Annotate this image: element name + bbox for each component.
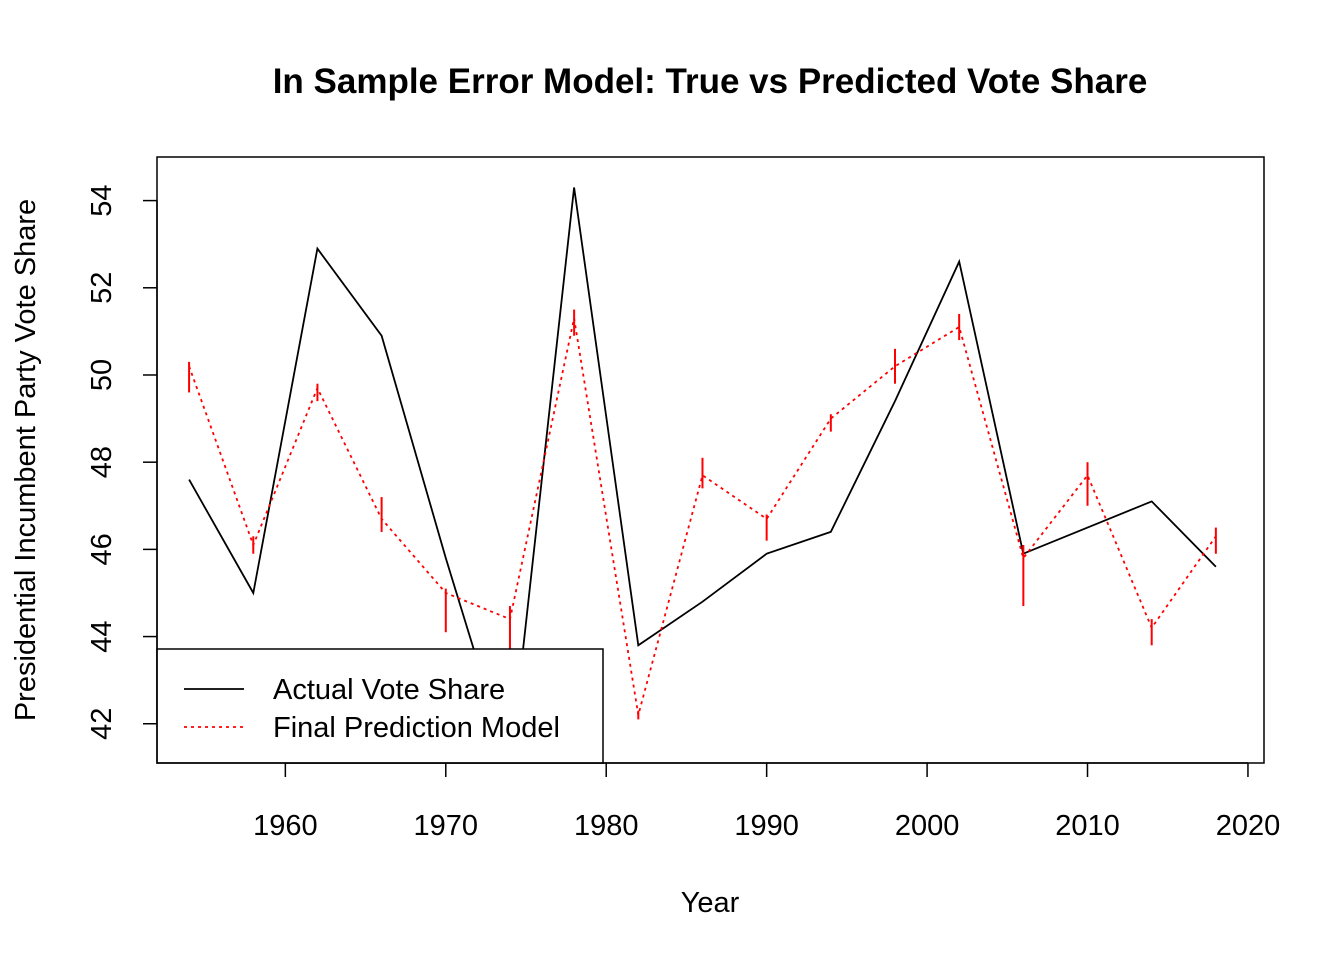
legend-label-prediction: Final Prediction Model xyxy=(273,712,560,744)
plot-area xyxy=(188,187,1217,763)
x-tick-label-2000: 2000 xyxy=(895,810,960,842)
x-tick-label-2020: 2020 xyxy=(1216,810,1281,842)
chart-title: In Sample Error Model: True vs Predicted… xyxy=(273,62,1148,101)
x-tick-label-1990: 1990 xyxy=(734,810,799,842)
series-line-actual xyxy=(188,187,1217,763)
y-tick-label-48: 48 xyxy=(86,446,118,478)
y-axis: 42 44 46 48 50 52 54 xyxy=(86,184,158,740)
plot-frame xyxy=(156,156,1265,764)
y-tick-label-50: 50 xyxy=(86,359,118,391)
y-tick-label-52: 52 xyxy=(86,272,118,304)
legend-label-actual: Actual Vote Share xyxy=(273,674,505,706)
x-tick-label-1980: 1980 xyxy=(574,810,639,842)
x-tick-label-2010: 2010 xyxy=(1055,810,1120,842)
x-axis-label: Year xyxy=(681,887,740,919)
series-group xyxy=(188,187,1217,763)
y-tick-label-54: 54 xyxy=(86,184,118,216)
x-axis: 1960 1970 1980 1990 2000 2010 2020 xyxy=(253,762,1281,842)
y-tick-label-44: 44 xyxy=(86,620,118,652)
y-axis-label: Presidential Incumbent Party Vote Share xyxy=(10,199,42,721)
y-tick-label-46: 46 xyxy=(86,533,118,565)
series-line-prediction xyxy=(188,318,1217,716)
legend-box xyxy=(156,648,604,764)
x-tick-label-1960: 1960 xyxy=(253,810,318,842)
x-tick-label-1970: 1970 xyxy=(414,810,479,842)
legend: Actual Vote Share Final Prediction Model xyxy=(156,648,604,764)
y-tick-label-42: 42 xyxy=(86,708,118,740)
